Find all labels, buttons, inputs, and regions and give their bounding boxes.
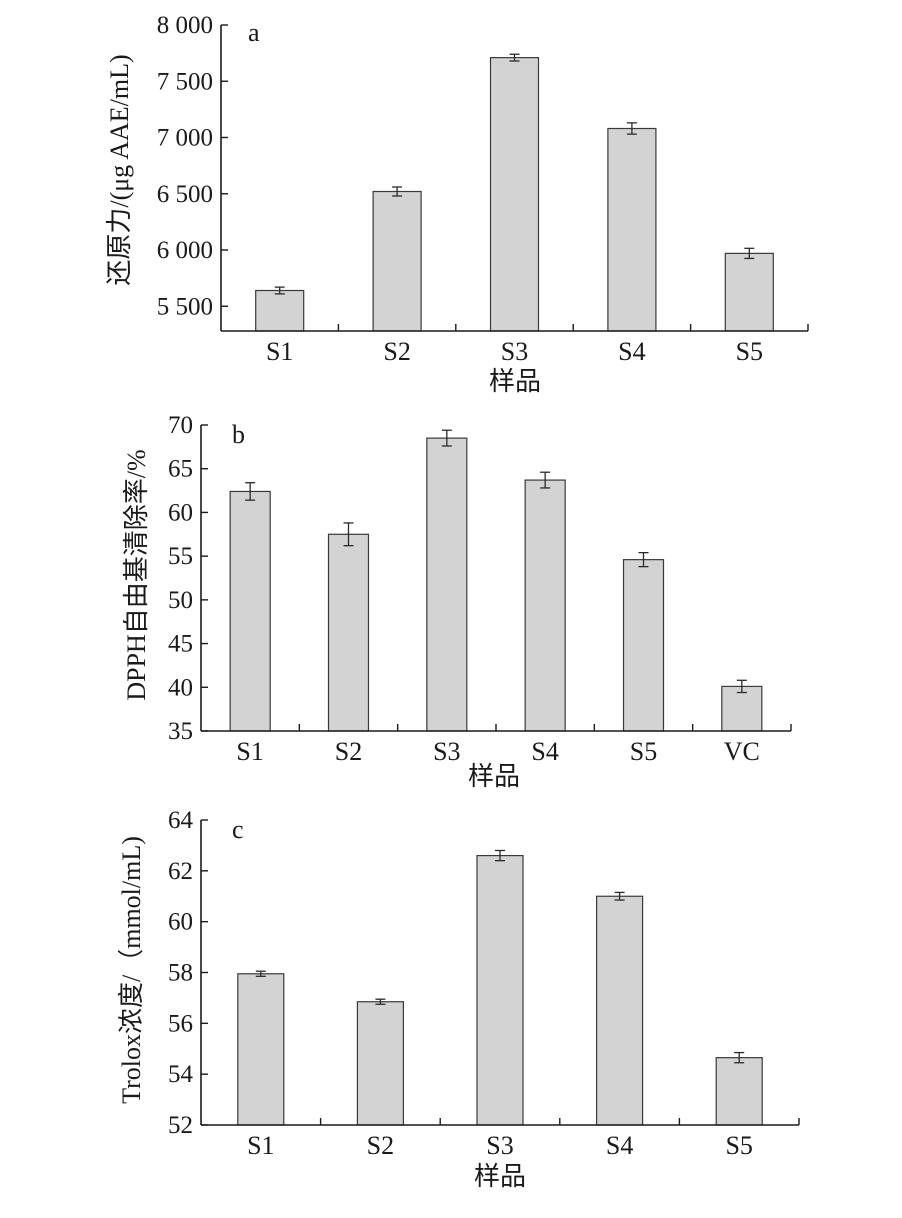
panel-c-y-tick-label: 54 — [168, 1061, 194, 1088]
panel-c-bars — [237, 854, 763, 1126]
panel-c-bar-s2 — [356, 1001, 404, 1126]
panel-a-category-label: S3 — [501, 337, 528, 366]
panel-c-x-ticks: S1 S2 S3 S4 S5 — [247, 1118, 800, 1160]
panel-b-y-tick-label: 35 — [168, 718, 193, 745]
panel-a-category-label: S4 — [618, 337, 645, 366]
panel-a-y-tick-label: 7 500 — [157, 68, 213, 95]
panel-b-bars — [229, 437, 763, 732]
panel-a-category-label: S1 — [266, 337, 293, 366]
panel-a-bar-s4 — [607, 127, 657, 332]
panel-b-letter: b — [232, 420, 245, 449]
panel-b-category-label: S3 — [433, 737, 460, 766]
panel-b-category-label: VC — [724, 737, 760, 766]
panel-b-x-axis-title: 样品 — [468, 762, 520, 791]
panel-a-letter: a — [248, 18, 260, 47]
panel-c-bar-s4 — [595, 895, 644, 1126]
panel-a-bar-s5 — [724, 252, 774, 332]
panel-c-y-tick-label: 52 — [168, 1112, 193, 1139]
panel-c-error-bars — [255, 849, 745, 1064]
panel-a-bar-s2 — [372, 190, 422, 332]
panel-c-category-label: S5 — [725, 1131, 752, 1160]
panel-b-x-ticks: S1 S2 S3 S4 S5 VC — [236, 724, 792, 766]
panel-b-y-tick-label: 45 — [168, 631, 193, 658]
panel-b-error-bars — [245, 429, 747, 694]
panel-c-category-label: S4 — [606, 1131, 633, 1160]
panel-b-y-tick-label: 55 — [168, 543, 193, 570]
panel-a-bars — [255, 57, 774, 332]
panel-b-axes — [200, 425, 791, 732]
panel-a-y-tick-label: 6 500 — [157, 181, 213, 208]
panel-b-y-tick-label: 70 — [168, 412, 193, 439]
panel-a-y-tick-label: 5 500 — [157, 293, 213, 320]
panel-a-y-ticks: 5 500 6 000 6 500 7 000 7 500 8 000 — [157, 12, 228, 320]
panel-c-y-ticks: 52 54 56 58 60 62 64 — [168, 807, 208, 1139]
panel-c-y-tick-label: 60 — [168, 909, 193, 936]
panel-c-bar-s5 — [715, 1057, 763, 1126]
panel-a-y-tick-label: 7 000 — [157, 125, 213, 152]
panel-c-y-tick-label: 62 — [168, 858, 193, 885]
panel-b-y-axis-title: DPPH自由基清除率/% — [122, 449, 151, 700]
panel-c-y-tick-label: 64 — [168, 807, 194, 834]
panel-c-letter: c — [232, 815, 244, 844]
panel-b-bar-s3 — [426, 437, 468, 732]
panel-b-bar-s1 — [229, 490, 271, 732]
panel-a-y-tick-label: 6 000 — [157, 237, 213, 264]
panel-c-y-tick-label: 56 — [168, 1010, 193, 1037]
panel-b-y-tick-label: 65 — [168, 456, 193, 483]
panel-c-category-label: S1 — [247, 1131, 274, 1160]
panel-b-y-ticks: 35 40 45 50 55 60 65 70 — [168, 412, 208, 745]
panel-a-x-ticks: S1 S2 S3 S4 S5 — [266, 324, 809, 366]
panel-a-bar-s3 — [489, 57, 540, 332]
panel-b-category-label: S2 — [335, 737, 362, 766]
panel-a-y-axis-title: 还原力/(μg AAE/mL) — [105, 54, 134, 285]
panel-b-category-label: S4 — [531, 737, 558, 766]
panel-b-bar-s5 — [622, 559, 665, 732]
panel-c-x-axis-title: 样品 — [474, 1162, 526, 1191]
panel-a-x-axis-title: 样品 — [489, 367, 541, 396]
panel-b-category-label: S5 — [630, 737, 657, 766]
panel-a-category-label: S2 — [383, 337, 410, 366]
panel-b-category-label: S1 — [236, 737, 263, 766]
panel-c-category-label: S3 — [486, 1131, 513, 1160]
panel-a-bar-s1 — [255, 289, 305, 332]
panel-a-error-bars — [274, 53, 755, 295]
panel-c: 52 54 56 58 60 62 64 S1 S2 S3 S4 S5 c 样品 Trolox浓度/… — [117, 807, 800, 1191]
panel-a-y-tick-label: 8 000 — [157, 12, 213, 39]
panel-c-y-tick-label: 58 — [168, 960, 193, 987]
panel-b-bar-s4 — [524, 479, 566, 732]
panel-b-y-tick-label: 50 — [168, 587, 193, 614]
panel-c-bar-s1 — [237, 973, 285, 1126]
panel-a-category-label: S5 — [736, 337, 763, 366]
panel-c-category-label: S2 — [367, 1131, 394, 1160]
panel-c-y-axis-title: Trolox浓度/（mmol/mL) — [117, 836, 146, 1104]
panel-b-y-tick-label: 40 — [168, 674, 193, 701]
panel-b: 35 40 45 50 55 60 65 70 S1 S2 S3 S4 S5 VC b 样品 DPPH自… — [122, 412, 792, 791]
panel-b-bar-s2 — [327, 533, 370, 732]
panel-b-y-tick-label: 60 — [168, 499, 193, 526]
panel-c-bar-s3 — [476, 854, 524, 1126]
panel-a-axes — [220, 25, 808, 332]
